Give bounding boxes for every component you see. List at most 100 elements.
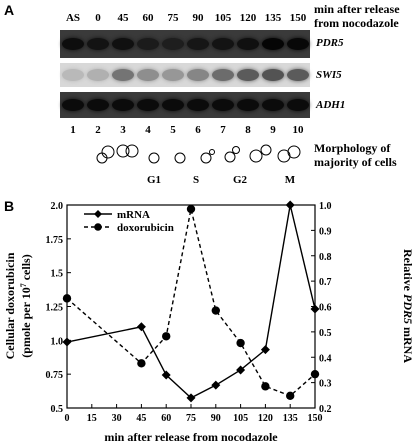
y-axis-left-label-line1: Cellular doxorubicin [3, 252, 17, 359]
y-left-tick-label: 2.0 [51, 201, 64, 212]
doxorubicin-series-line [66, 208, 316, 397]
lane-number: 8 [245, 124, 251, 136]
lane-number: 5 [170, 124, 176, 136]
gene-label-adh1: ADH1 [316, 99, 346, 111]
doxorubicin-point [211, 306, 220, 315]
blot-band [112, 69, 134, 81]
blot-band [262, 69, 284, 81]
lane-header: 60 [142, 12, 154, 24]
mRNA-point [260, 345, 270, 355]
blot-band [187, 99, 209, 111]
doxorubicin-point [162, 332, 171, 341]
doxorubicin-point [236, 338, 245, 348]
mRNA-point [285, 200, 295, 210]
phase-s: S [192, 174, 200, 186]
plot-frame [66, 204, 316, 409]
phase-g1: G1 [146, 174, 162, 186]
gene-label-swi5: SWI5 [316, 69, 342, 81]
small-bud-cell-icon [200, 152, 212, 164]
blot-band [112, 99, 134, 111]
legend-label: mRNA [117, 209, 150, 221]
phase-g2: G2 [232, 174, 248, 186]
blot-band [112, 38, 134, 50]
x-tick-label: 120 [258, 413, 273, 424]
y-left-tick-label: 1.75 [46, 235, 64, 246]
lane-number: 10 [292, 124, 304, 136]
y-axis-right-label: Relative PDR5 mRNA [401, 249, 415, 363]
x-tick-label: 15 [87, 413, 97, 424]
mRNA-point [136, 322, 146, 332]
mRNA-point [211, 380, 221, 390]
y-left-tick-label: 0.75 [46, 370, 64, 381]
blot-band [212, 99, 234, 111]
y-left-tick-label: 1.0 [51, 336, 64, 347]
lane-header: 150 [289, 12, 307, 24]
panel-a-letter: A [4, 2, 15, 18]
lane-number: 1 [70, 124, 76, 136]
blot-band [187, 38, 209, 50]
lane-number: 2 [95, 124, 101, 136]
y-right-tick-label: 0.3 [319, 379, 332, 390]
blot-band [87, 69, 109, 81]
y-left-tick-label: 1.25 [46, 303, 64, 314]
morphology-label-line1: Morphology of [314, 141, 391, 155]
blot-band [237, 69, 259, 81]
blot-band [87, 38, 109, 50]
lane-number: 9 [270, 124, 276, 136]
lane-header: AS [65, 12, 81, 24]
x-tick-label: 105 [233, 413, 248, 424]
lane-number: 3 [120, 124, 126, 136]
y-left-tick-label: 1.5 [51, 269, 64, 280]
blot-band [87, 99, 109, 111]
blot-band [137, 69, 159, 81]
mRNA-point [161, 370, 171, 380]
lane-number: 4 [145, 124, 151, 136]
unbudded-cell-icon [148, 152, 160, 164]
mRNA-point [310, 304, 320, 314]
adh1-blot [60, 92, 310, 118]
blot-band [162, 99, 184, 111]
y-axis-left-label-line2: (pmole per 107 cells) [19, 254, 34, 357]
y-right-tick-label: 0.5 [319, 328, 332, 339]
y-right-tick-label: 0.9 [319, 226, 332, 237]
doxorubicin-point [261, 382, 270, 391]
blot-band [262, 99, 284, 111]
y-right-tick-label: 0.6 [319, 303, 332, 314]
x-axis-label: min after release from nocodazole [104, 430, 278, 444]
mRNA-point [236, 365, 246, 375]
x-tick-label: 75 [186, 413, 196, 424]
lane-header: 135 [264, 12, 282, 24]
blot-band [62, 99, 84, 111]
x-tick-label: 135 [283, 413, 298, 424]
x-tick-label: 60 [161, 413, 171, 424]
blot-band [287, 38, 309, 50]
x-tick-label: 0 [65, 413, 70, 424]
cell-morphology-icons [96, 144, 301, 164]
doxorubicin-point [137, 359, 146, 368]
legend-marker [94, 223, 102, 231]
doxorubicin-point [310, 369, 320, 379]
legend-marker [94, 210, 102, 218]
unbudded-cell-icon [174, 152, 186, 164]
y-right-tick-label: 0.7 [319, 277, 332, 288]
lane-header: 0 [95, 12, 101, 24]
panel-b-letter: B [4, 198, 15, 214]
blot-band [187, 69, 209, 81]
blot-band [237, 38, 259, 50]
blot-band [212, 69, 234, 81]
blot-band [137, 38, 159, 50]
doxorubicin-point [186, 204, 196, 214]
morphology-label-line2: majority of cells [314, 155, 397, 169]
medium-bud-cell-icon [224, 151, 236, 163]
mRNA-series-line [66, 204, 316, 399]
blot-band [212, 38, 234, 50]
panel-a-caption-line2: from nocodazole [314, 16, 399, 30]
x-tick-label: 30 [112, 413, 122, 424]
blot-band [62, 38, 84, 50]
blot-band [262, 38, 284, 50]
panel-a-caption-line1: min after release [314, 2, 400, 16]
lane-header: 120 [239, 12, 257, 24]
blot-band [237, 99, 259, 111]
mRNA-point [62, 337, 72, 347]
